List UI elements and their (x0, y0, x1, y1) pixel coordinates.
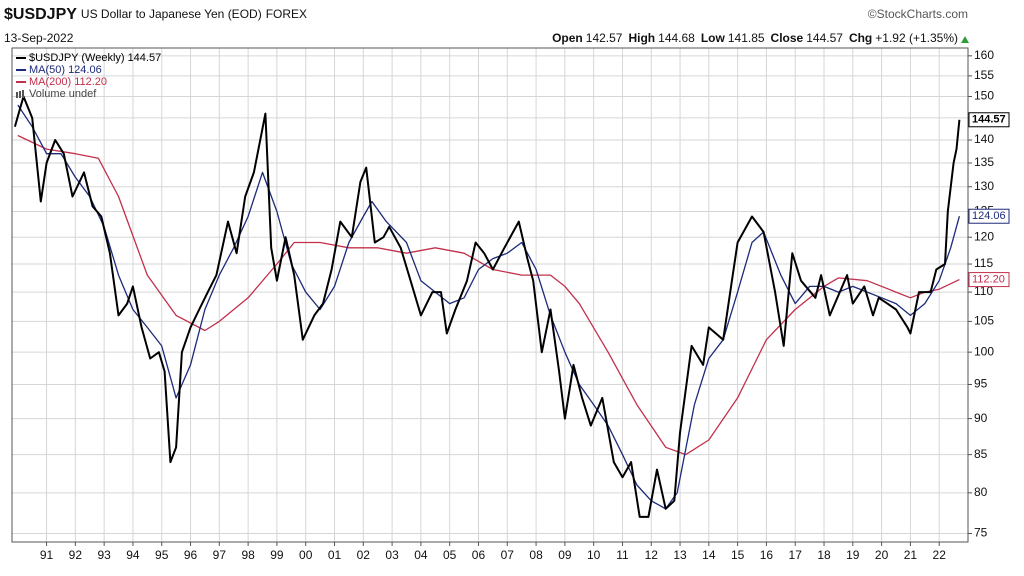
x-tick-label: 18 (817, 548, 831, 562)
y-tick-label: 150 (974, 89, 994, 103)
x-tick-label: 22 (933, 548, 947, 562)
legend-value: 112.20 (74, 76, 107, 88)
value-tag-label: 124.06 (972, 210, 1006, 222)
y-tick-label: 110 (974, 284, 993, 298)
quote-label: Open (552, 31, 583, 45)
quote-label: Low (701, 31, 726, 45)
x-tick-label: 20 (875, 548, 889, 562)
quote-value: 144.68 (658, 31, 695, 45)
volume-label: Volume undef (29, 88, 97, 100)
legend-entry: MA(200) 112.20 (29, 76, 107, 88)
quote: Open 142.57 High 144.68 Low 141.85 Close 144.57… (552, 31, 958, 45)
quote-value: 141.85 (728, 31, 765, 45)
legend-name: $USDJPY (Weekly) (29, 52, 125, 64)
x-tick-label: 02 (357, 548, 371, 562)
price-line (13, 95, 961, 518)
x-tick-label: 92 (69, 548, 83, 562)
x-tick-label: 13 (673, 548, 687, 562)
legend-value: 124.06 (68, 64, 102, 76)
value-tag-label: 144.57 (972, 114, 1006, 126)
legend-entry: $USDJPY (Weekly) 144.57 (29, 52, 161, 64)
value-tag (968, 272, 1010, 288)
legend-name: MA(50) (29, 64, 65, 76)
y-tick-label: 155 (974, 68, 994, 82)
y-tick-label: 115 (974, 256, 993, 270)
x-tick-label: 96 (184, 548, 198, 562)
x-tick-label: 91 (40, 548, 54, 562)
y-tick-label: 100 (974, 344, 994, 358)
y-tick-label: 120 (974, 229, 994, 243)
quote-value: 142.57 (586, 31, 623, 45)
x-tick-label: 09 (558, 548, 572, 562)
y-tick-label: 85 (974, 447, 988, 461)
volume-icon (19, 91, 21, 98)
x-tick-label: 17 (789, 548, 803, 562)
volume-icon (16, 92, 18, 98)
x-tick-label: 21 (904, 548, 918, 562)
y-tick-label: 160 (974, 48, 994, 62)
legend-entry: MA(50) 124.06 (29, 64, 102, 76)
quote-label: Chg (849, 31, 872, 45)
x-tick-label: 95 (155, 548, 169, 562)
y-tick-label: 140 (974, 132, 994, 146)
legend-value: 144.57 (128, 52, 162, 64)
legend-name: MA(200) (29, 76, 71, 88)
x-tick-label: 04 (414, 548, 428, 562)
x-tick-label: 15 (731, 548, 745, 562)
x-tick-label: 00 (299, 548, 313, 562)
volume-icon (22, 90, 24, 98)
header: $USDJPY US Dollar to Japanese Yen (EOD) FO… (4, 6, 307, 23)
y-tick-label: 75 (974, 526, 988, 540)
x-tick-label: 98 (241, 548, 255, 562)
y-tick-label: 105 (974, 314, 994, 328)
y-tick-label: 130 (974, 179, 994, 193)
value-tag (968, 112, 1010, 128)
value-tag-label: 112.20 (972, 273, 1005, 285)
price-line (17, 134, 960, 456)
exchange: FOREX (266, 7, 307, 21)
up-arrow (961, 36, 969, 43)
quote-label: High (628, 31, 655, 45)
y-tick-label: 80 (974, 485, 988, 499)
x-tick-label: 06 (472, 548, 486, 562)
y-tick-label: 90 (974, 411, 988, 425)
x-tick-label: 93 (97, 548, 111, 562)
x-tick-label: 16 (760, 548, 774, 562)
x-tick-label: 01 (328, 548, 342, 562)
y-tick-label: 135 (974, 155, 994, 169)
date: 13-Sep-2022 (4, 31, 74, 45)
price-line (17, 104, 961, 510)
x-tick-label: 99 (270, 548, 284, 562)
quote-value: 144.57 (806, 31, 843, 45)
x-tick-label: 05 (443, 548, 457, 562)
subtitle: US Dollar to Japanese Yen (EOD) (81, 7, 262, 21)
x-tick-label: 11 (616, 548, 629, 562)
x-tick-label: 94 (126, 548, 140, 562)
x-tick-label: 10 (587, 548, 601, 562)
x-tick-label: 03 (385, 548, 399, 562)
plot-frame (11, 47, 969, 543)
quote-label: Close (771, 31, 804, 45)
x-tick-label: 14 (702, 548, 716, 562)
chart-title: $USDJPY (4, 6, 77, 23)
quote-value: +1.92 (+1.35%) (875, 31, 958, 45)
x-tick-label: 07 (501, 548, 515, 562)
x-tick-label: 12 (645, 548, 659, 562)
value-tag (968, 208, 1010, 224)
y-tick-label: 95 (974, 377, 988, 391)
source: ©StockCharts.com (868, 7, 968, 21)
x-tick-label: 08 (529, 548, 543, 562)
x-tick-label: 19 (846, 548, 860, 562)
x-tick-label: 97 (213, 548, 227, 562)
